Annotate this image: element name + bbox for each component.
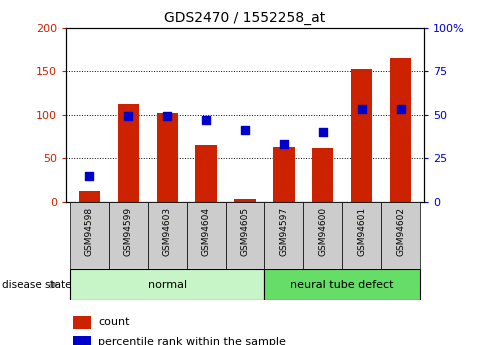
- Point: [280, 141, 288, 147]
- Text: GSM94604: GSM94604: [201, 207, 211, 256]
- Bar: [273, 147, 294, 202]
- Bar: [74, 336, 91, 345]
- Point: [202, 117, 210, 123]
- Point: [163, 114, 171, 119]
- Text: count: count: [98, 317, 130, 327]
- Text: disease state: disease state: [2, 280, 72, 289]
- Bar: [342, 202, 381, 269]
- Text: GSM94599: GSM94599: [124, 207, 133, 256]
- Text: normal: normal: [147, 280, 187, 289]
- Point: [124, 114, 132, 119]
- Bar: [74, 315, 91, 329]
- Bar: [303, 202, 342, 269]
- Point: [358, 107, 366, 112]
- Text: GSM94600: GSM94600: [318, 207, 327, 256]
- Bar: [118, 104, 139, 202]
- Bar: [381, 202, 420, 269]
- Bar: [148, 202, 187, 269]
- Bar: [70, 202, 109, 269]
- Text: neural tube defect: neural tube defect: [291, 280, 394, 289]
- Bar: [265, 202, 303, 269]
- Bar: [234, 199, 256, 202]
- Bar: [196, 145, 217, 202]
- Text: GSM94601: GSM94601: [357, 207, 366, 256]
- Text: GSM94598: GSM94598: [85, 207, 94, 256]
- Bar: [156, 113, 178, 202]
- Title: GDS2470 / 1552258_at: GDS2470 / 1552258_at: [164, 11, 326, 25]
- Text: GSM94602: GSM94602: [396, 207, 405, 256]
- Bar: [79, 190, 100, 202]
- Text: GSM94605: GSM94605: [241, 207, 249, 256]
- Bar: [225, 202, 265, 269]
- Text: percentile rank within the sample: percentile rank within the sample: [98, 337, 286, 345]
- Point: [319, 129, 327, 135]
- Point: [86, 173, 94, 178]
- Bar: [390, 58, 411, 202]
- Text: GSM94597: GSM94597: [279, 207, 289, 256]
- Point: [241, 128, 249, 133]
- Bar: [70, 269, 265, 300]
- Bar: [265, 269, 420, 300]
- Text: GSM94603: GSM94603: [163, 207, 172, 256]
- Bar: [187, 202, 225, 269]
- Bar: [351, 69, 372, 202]
- Point: [396, 107, 404, 112]
- Bar: [109, 202, 148, 269]
- Bar: [312, 148, 334, 202]
